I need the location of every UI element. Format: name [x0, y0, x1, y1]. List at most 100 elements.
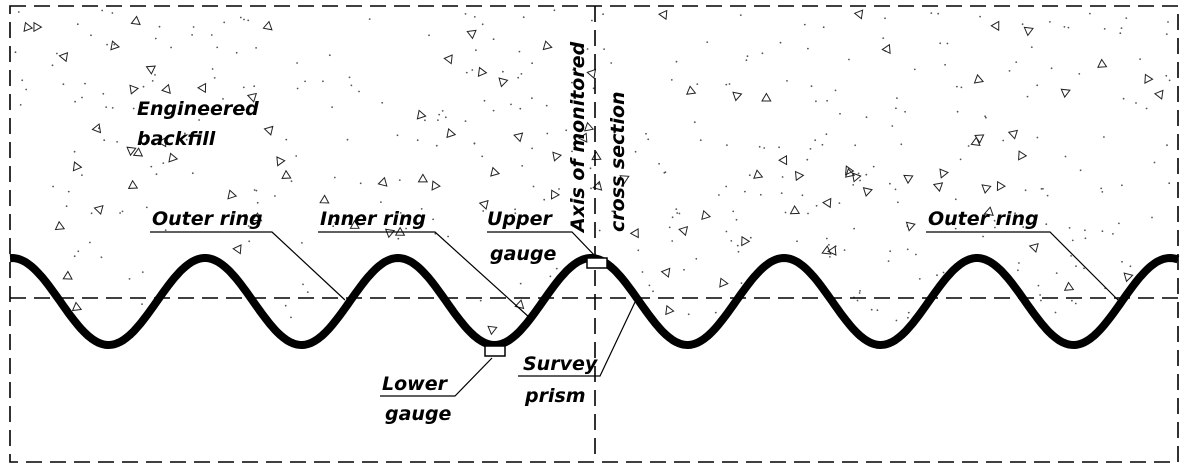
- backfill-grain: [730, 240, 733, 242]
- backfill-grain: [58, 52, 69, 63]
- backfill-grain: [475, 49, 477, 52]
- backfill-grain: [304, 80, 306, 83]
- backfill-grain: [571, 81, 573, 84]
- backfill-grain: [571, 150, 573, 153]
- backfill-grain: [994, 226, 996, 229]
- backfill-grain: [348, 76, 351, 79]
- backfill-grain: [858, 292, 861, 294]
- backfill-grain: [613, 131, 616, 134]
- backfill-grain: [332, 225, 335, 228]
- backfill-grain: [870, 308, 873, 311]
- corrugated-ring: [8, 254, 1180, 349]
- backfill-grain: [243, 18, 245, 21]
- backfill-grain: [985, 116, 987, 119]
- backfill-grain: [844, 167, 856, 178]
- backfill-grain: [19, 104, 22, 106]
- backfill-grain: [905, 221, 916, 232]
- backfill-grain: [603, 48, 605, 50]
- backfill-grain: [629, 228, 639, 239]
- backfill-grain: [255, 47, 257, 49]
- backfill-grain: [428, 34, 430, 37]
- backfill-grain: [93, 204, 104, 216]
- backfill-grain: [1084, 237, 1087, 240]
- backfill-grain: [815, 100, 817, 103]
- backfill-grain: [358, 90, 360, 93]
- backfill-grain: [900, 143, 903, 146]
- backfill-grain: [191, 34, 194, 36]
- backfill-grain: [665, 304, 675, 316]
- backfill-grain: [572, 69, 575, 71]
- backfill-grain: [693, 121, 696, 124]
- backfill-grain: [1055, 272, 1058, 274]
- backfill-grain: [882, 37, 885, 39]
- backfill-grain: [1101, 191, 1104, 193]
- backfill-grain: [956, 85, 958, 88]
- backfill-grain: [211, 68, 214, 70]
- backfill-grain: [794, 170, 805, 182]
- backfill-grain: [876, 309, 879, 312]
- label: Axis of monitored: [567, 41, 589, 234]
- backfill-grain: [216, 46, 219, 49]
- backfill-grain: [822, 197, 832, 209]
- backfill-grain: [1063, 281, 1075, 291]
- backfill-grain: [895, 319, 898, 322]
- backfill-grain: [746, 55, 749, 58]
- backfill-grain: [276, 156, 286, 167]
- backfill-grain: [675, 208, 678, 211]
- backfill-grain: [1166, 144, 1168, 147]
- backfill-grain: [577, 132, 588, 143]
- backfill-grain: [84, 82, 86, 85]
- backfill-grain: [1139, 58, 1141, 60]
- backfill-grain: [162, 162, 165, 165]
- backfill-grain: [1027, 215, 1030, 218]
- backfill-grain: [786, 80, 788, 82]
- backfill-grain: [103, 139, 106, 142]
- backfill-grain: [102, 92, 105, 95]
- backfill-grain: [1040, 299, 1042, 302]
- backfill-grain: [1054, 311, 1057, 314]
- backfill-grain: [51, 64, 54, 67]
- backfill-grain: [437, 119, 439, 121]
- label: gauge: [385, 403, 452, 425]
- backfill-grain: [168, 152, 179, 163]
- backfill-grain: [814, 139, 817, 142]
- backfill-grain: [779, 41, 782, 44]
- backfill-grain: [758, 145, 761, 148]
- backfill-grain: [522, 16, 525, 19]
- backfill-grain: [829, 256, 831, 258]
- backfill-grain: [670, 79, 673, 81]
- backfill-grain: [1007, 129, 1019, 140]
- backfill-grain: [432, 218, 434, 221]
- backfill-grain: [719, 277, 729, 288]
- backfill-grain: [492, 109, 495, 112]
- backfill-grain: [532, 185, 535, 188]
- backfill-grain: [839, 112, 841, 115]
- backfill-grain: [725, 83, 728, 86]
- backfill-grain: [127, 179, 139, 189]
- backfill-grain: [671, 216, 674, 219]
- backfill-grain: [514, 212, 517, 215]
- backfill-grain: [141, 303, 143, 305]
- backfill-grain: [196, 143, 199, 146]
- backfill-grain: [384, 228, 396, 239]
- backfill-grain: [242, 86, 245, 89]
- backfill-grain: [555, 267, 558, 270]
- backfill-grain: [232, 244, 242, 255]
- backfill-grain: [1125, 17, 1128, 19]
- leader: [150, 231, 346, 301]
- backfill-grain: [399, 212, 402, 214]
- backfill-grain: [807, 212, 809, 215]
- backfill-grain: [637, 249, 640, 252]
- backfill-grain: [658, 162, 660, 165]
- backfill-grain: [447, 235, 449, 238]
- backfill-grain: [296, 87, 299, 90]
- backfill-grain: [1097, 58, 1108, 68]
- backfill-grain: [872, 165, 875, 168]
- backfill-grain: [306, 291, 309, 293]
- backfill-grain: [745, 59, 748, 62]
- backfill-grain: [942, 271, 945, 274]
- backfill-grain: [748, 174, 751, 177]
- backfill-grain: [492, 38, 495, 41]
- backfill-grain: [465, 71, 468, 74]
- backfill-grain: [14, 51, 17, 54]
